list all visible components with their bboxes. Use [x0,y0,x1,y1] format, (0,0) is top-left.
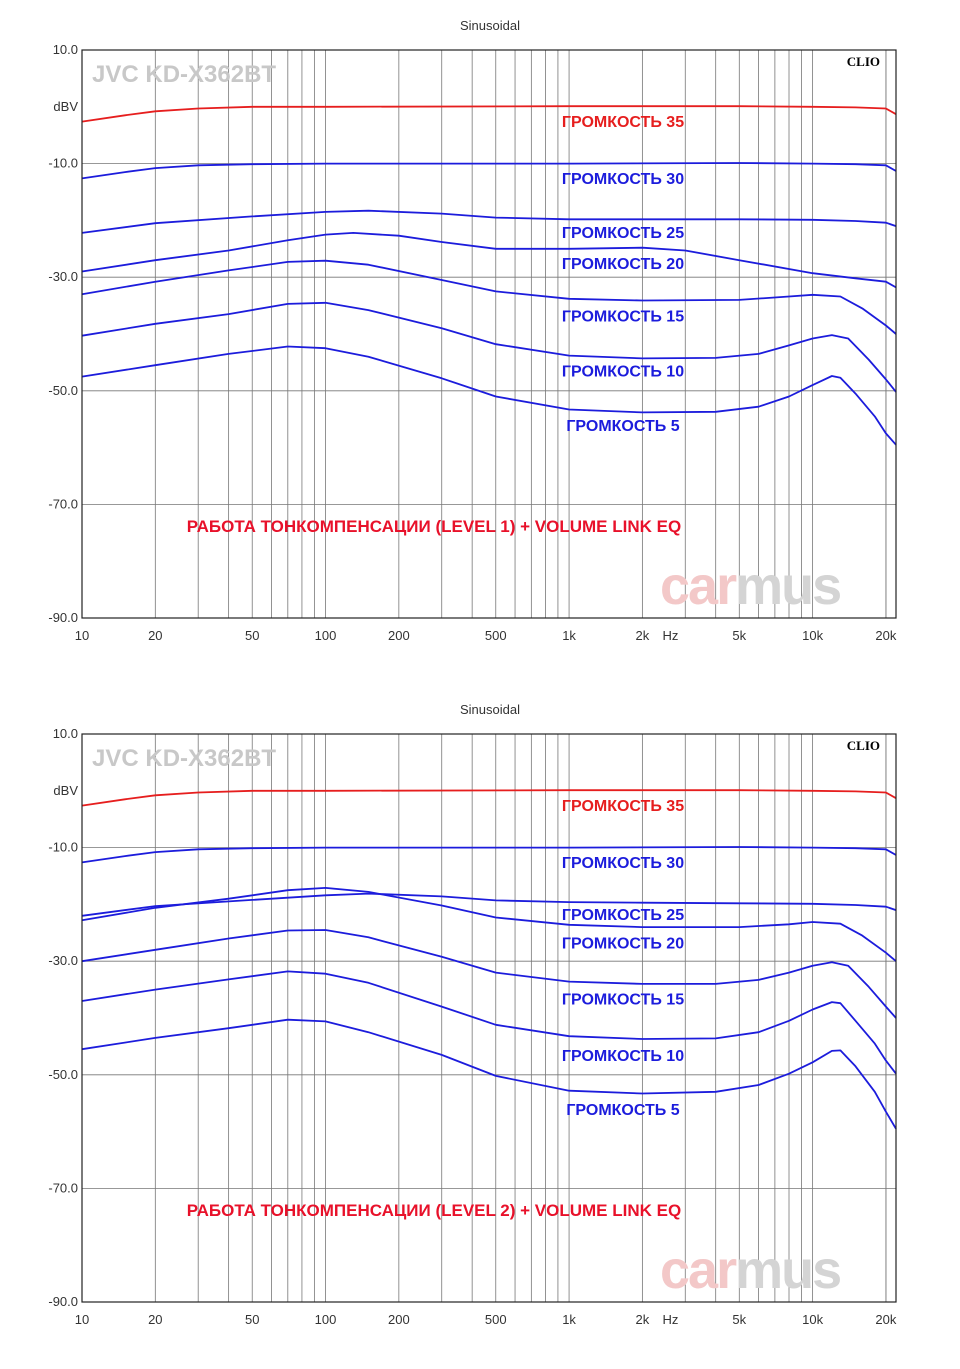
watermark-part: mus [735,556,840,616]
series-line [81,162,897,180]
x-tick-label: 2k [636,628,650,643]
x-axis-unit: Hz [662,1312,678,1327]
brand-label: CLIO [847,54,880,69]
watermark-logo: carmus [660,1240,840,1300]
model-name: JVC KD-X362BT [92,61,276,88]
watermark-logo: carmus [660,556,840,616]
series-line [81,892,897,917]
y-axis-label: dBV [53,99,78,114]
x-tick-label: 200 [388,1312,410,1327]
plot-area [82,50,896,618]
series-line [81,789,897,807]
x-tick-label: 200 [388,628,410,643]
x-tick-label: 10 [75,628,89,643]
series-line [81,105,897,123]
y-tick-label: -50.0 [48,383,78,398]
plot-frame [81,49,897,619]
series-label: ГРОМКОСТЬ 5 [566,1102,679,1119]
series-label: ГРОМКОСТЬ 35 [562,798,684,815]
series-line [81,209,897,234]
series-line [81,970,897,1075]
y-tick-label: -30.0 [48,953,78,968]
x-tick-label: 100 [315,1312,337,1327]
y-tick-label: -10.0 [48,156,78,171]
x-tick-label: 2k [636,1312,650,1327]
series-label: ГРОМКОСТЬ 10 [562,363,684,380]
x-tick-label: 20 [148,1312,162,1327]
series-label: ГРОМКОСТЬ 15 [562,308,684,325]
x-tick-label: 500 [485,628,507,643]
chart-panel-level-2: Sinusoidal 10.0 -10.0 -30.0 -50.0 -70.0 -90.0 d… [0,684,960,1369]
x-tick-label: 20 [148,628,162,643]
x-tick-label: 100 [315,628,337,643]
series-line [81,232,897,289]
y-axis-label: dBV [53,783,78,798]
watermark-part: car [660,556,737,616]
series-label: ГРОМКОСТЬ 5 [566,418,679,435]
frequency-response-chart: Sinusoidal 10.0 -10.0 -30.0 -50.0 -70.0 -90.0 d… [48,702,897,1327]
series-line [81,929,897,1019]
series-label: ГРОМКОСТЬ 30 [562,855,684,872]
series-label: ГРОМКОСТЬ 15 [562,992,684,1009]
y-tick-label: -10.0 [48,840,78,855]
x-tick-label: 10k [802,628,823,643]
y-tick-label: -30.0 [48,269,78,284]
y-tick-label: -90.0 [48,1294,78,1309]
series-line [81,259,897,335]
x-tick-label: 10 [75,1312,89,1327]
series-label: ГРОМКОСТЬ 25 [562,225,684,242]
plot-frame [81,733,897,1303]
watermark-part: mus [735,1240,840,1300]
y-tick-label: -70.0 [48,1180,78,1195]
x-tick-label: 5k [732,628,746,643]
y-tick-label: -70.0 [48,496,78,511]
y-tick-label: -50.0 [48,1067,78,1082]
x-tick-label: 5k [732,1312,746,1327]
watermark-part: car [660,1240,737,1300]
plot-area [82,734,896,1302]
model-name: JVC KD-X362BT [92,745,276,772]
series-label: ГРОМКОСТЬ 20 [562,256,684,273]
x-tick-label: 500 [485,1312,507,1327]
chart-panel-level-1: Sinusoidal 10.0 -10.0 -30.0 -50.0 -70.0 -90.0 d… [0,0,960,684]
series-label: ГРОМКОСТЬ 30 [562,171,684,188]
x-tick-label: 20k [875,628,896,643]
series-line [81,345,897,446]
brand-label: CLIO [847,738,880,753]
series-line [81,846,897,864]
x-tick-label: 1k [562,628,576,643]
chart-title: Sinusoidal [460,18,520,33]
y-tick-label: -90.0 [48,610,78,625]
x-tick-label: 10k [802,1312,823,1327]
series-label: ГРОМКОСТЬ 25 [562,907,684,924]
x-tick-label: 50 [245,628,259,643]
series-label: ГРОМКОСТЬ 10 [562,1048,684,1065]
series-label: ГРОМКОСТЬ 35 [562,114,684,131]
x-tick-label: 50 [245,1312,259,1327]
series-line [81,301,897,393]
y-tick-label: 10.0 [53,42,78,57]
chart-caption: РАБОТА ТОНКОМПЕНСАЦИИ (LEVEL 2) + VOLUME… [187,1201,681,1220]
x-axis-unit: Hz [662,628,678,643]
series-label: ГРОМКОСТЬ 20 [562,935,684,952]
y-tick-label: 10.0 [53,726,78,741]
series-line [81,1018,897,1130]
x-tick-label: 20k [875,1312,896,1327]
chart-caption: РАБОТА ТОНКОМПЕНСАЦИИ (LEVEL 1) + VOLUME… [187,517,681,536]
series-line [81,887,897,962]
chart-title: Sinusoidal [460,702,520,717]
frequency-response-chart: Sinusoidal 10.0 -10.0 -30.0 -50.0 -70.0 -90.0 d… [48,18,897,643]
x-tick-label: 1k [562,1312,576,1327]
